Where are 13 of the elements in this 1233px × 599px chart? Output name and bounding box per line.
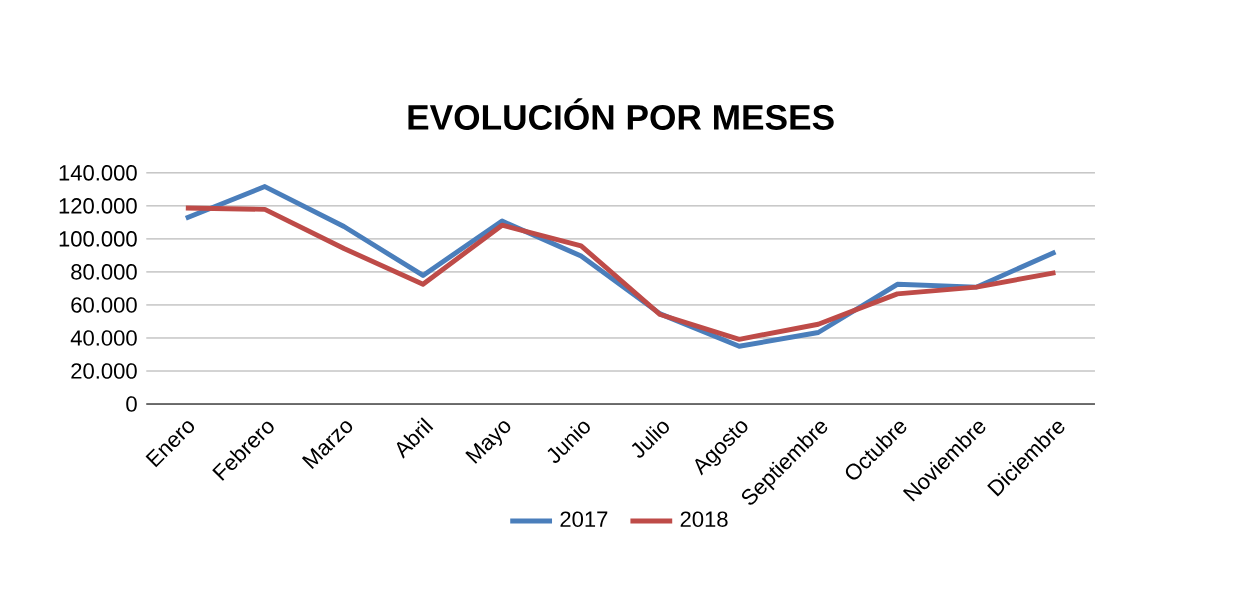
y-tick-label: 140.000 <box>59 165 137 181</box>
y-tick-label: 0 <box>126 396 137 412</box>
y-tick-label: 80.000 <box>71 264 137 280</box>
legend-label: 2017 <box>560 511 608 527</box>
y-tick-label: 40.000 <box>70 330 137 346</box>
y-tick-label: 20.000 <box>71 363 137 379</box>
legend-label: 2018 <box>680 511 728 527</box>
y-tick-label: 60.000 <box>71 297 137 313</box>
line-series <box>183 205 1058 342</box>
x-tick-label: Julio <box>631 421 669 458</box>
y-tick-label: 100.000 <box>59 231 137 247</box>
chart-title: EVOLUCIÓN POR MESES <box>408 98 834 130</box>
y-tick-label: 120.000 <box>59 198 137 214</box>
